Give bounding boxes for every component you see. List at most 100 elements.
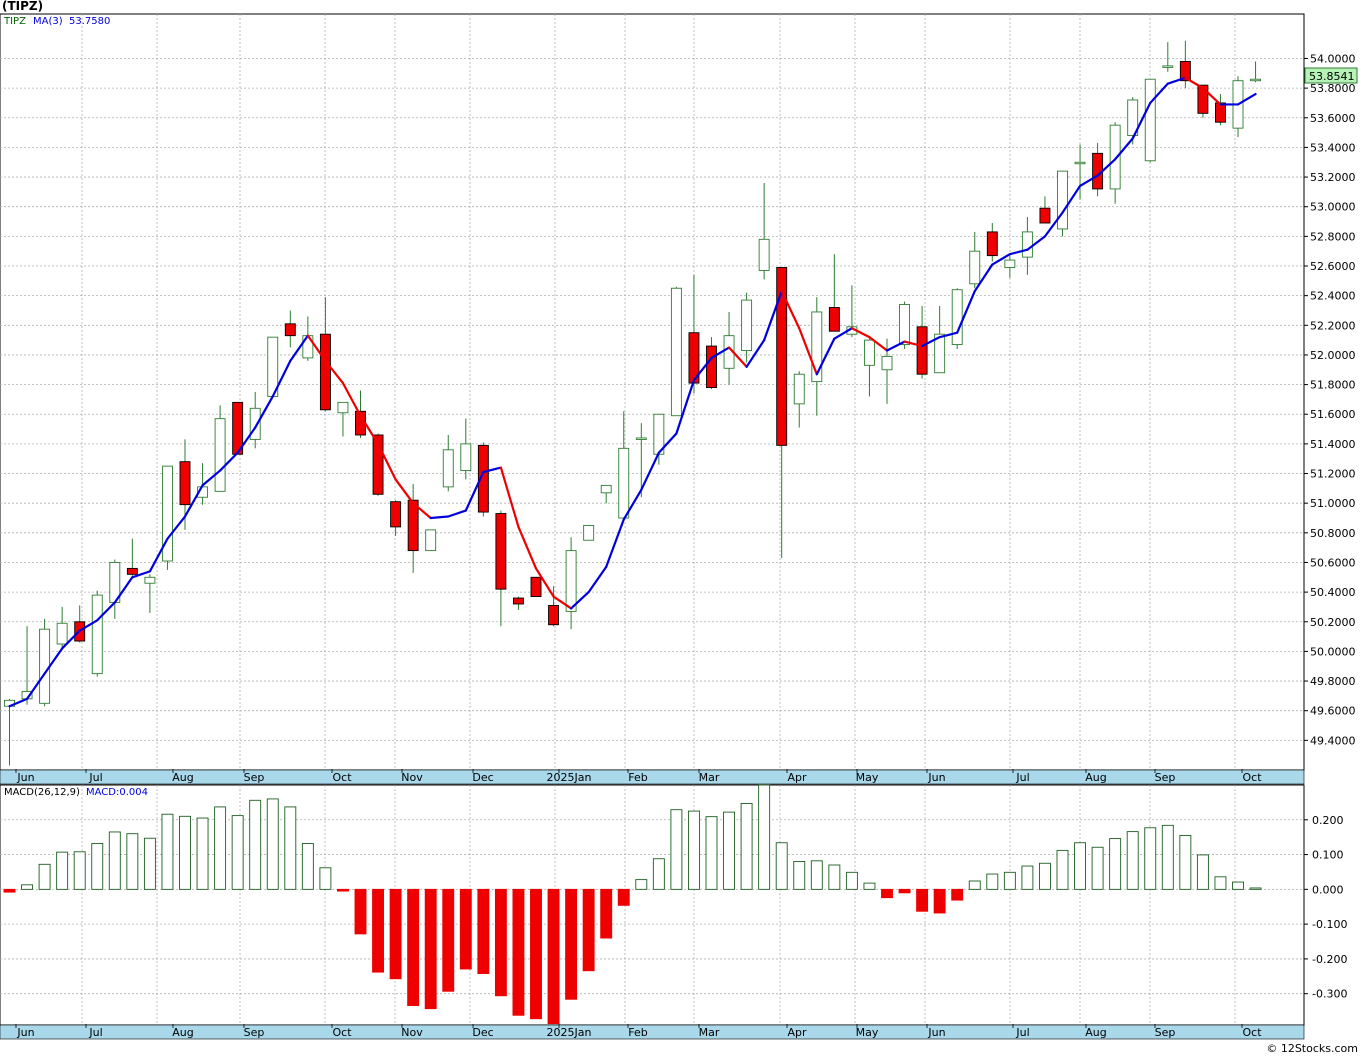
candle: [56, 606, 68, 647]
price-x-axis-strip: [0, 769, 1305, 785]
macd-bar: [723, 811, 735, 890]
candle-body: [600, 484, 612, 494]
macd-grid: [0, 785, 1304, 1025]
candle-body: [1039, 207, 1051, 224]
candle-body: [565, 550, 577, 612]
candle-body: [1144, 78, 1156, 162]
candle: [583, 524, 595, 541]
candle: [161, 465, 173, 570]
macd-bar: [179, 815, 191, 890]
x-tick-label: Aug: [172, 771, 193, 784]
ma-segment: [1114, 137, 1134, 161]
macd-y-axis: 0.200 0.100 0.000 -0.100 -0.200 -0.300: [1304, 814, 1347, 1001]
macd-bar: [1249, 887, 1262, 890]
candle-body: [337, 401, 349, 414]
macd-bar: [494, 888, 507, 997]
macd-bar: [617, 888, 630, 906]
macd-bar: [301, 842, 314, 890]
legend-symbol: TIPZ: [3, 16, 26, 27]
macd-bar: [1003, 871, 1016, 890]
macd-bar: [810, 860, 823, 890]
ma-segment: [8, 697, 29, 708]
price-y-tick-label: 49.6000: [1310, 705, 1356, 718]
candle-body: [1250, 78, 1262, 82]
macd-bar: [881, 888, 893, 899]
macd-bar: [951, 888, 964, 901]
candle-body: [1179, 60, 1191, 82]
price-y-tick-label: 50.4000: [1310, 586, 1356, 599]
candle: [1144, 78, 1156, 163]
x-tick-label: Aug: [172, 1026, 193, 1039]
candle: [635, 423, 647, 498]
ma-segment: [447, 509, 467, 518]
candle: [337, 401, 349, 437]
candle: [214, 405, 226, 492]
candle: [600, 484, 612, 504]
x-tick-label: 2025Jan: [547, 1026, 592, 1039]
x-tick-label: Jul: [88, 771, 102, 784]
ma-segment: [1043, 211, 1064, 238]
macd-bar: [161, 813, 174, 890]
price-panel: 49.4000 49.6000 49.8000 50.0000 50.2000 50.40…: [0, 13, 1358, 785]
x-tick-label: Sep: [1155, 771, 1176, 784]
ma-segment: [552, 595, 573, 610]
candle-body: [811, 311, 823, 383]
ma-segment: [25, 672, 46, 700]
macd-bar: [705, 816, 718, 890]
macd-bar: [600, 888, 613, 939]
price-x-axis: Jun Jul Aug Sep Oct Nov Dec 2025Jan Feb Mar Apr May…: [15, 769, 1262, 784]
x-tick-label: Oct: [332, 771, 352, 784]
macd-bar: [898, 888, 911, 894]
candle: [706, 337, 717, 390]
price-y-tick-label: 49.8000: [1310, 675, 1356, 688]
x-tick-label: Jul: [88, 1026, 102, 1039]
ma-segment: [763, 290, 783, 342]
candle-body: [916, 326, 928, 375]
candle-body: [1004, 259, 1016, 268]
candle: [951, 288, 963, 350]
macd-bar: [688, 810, 700, 890]
macd-panel: 0.200 0.100 0.000 -0.100 -0.200 -0.300 MACD(2…: [0, 784, 1347, 1040]
x-tick-label: Jun: [927, 771, 945, 784]
ma-segment: [745, 339, 766, 368]
x-tick-label: Oct: [332, 1026, 352, 1039]
ma-segment: [692, 356, 713, 382]
price-y-tick-label: 52.4000: [1310, 290, 1356, 303]
candle: [425, 529, 437, 552]
macd-bar: [73, 851, 86, 890]
candle-body: [1162, 65, 1174, 68]
x-tick-label: Sep: [244, 771, 265, 784]
moving-average-line: [8, 76, 1257, 708]
candle: [969, 231, 981, 289]
ma-segment: [727, 346, 748, 368]
macd-y-tick-label: 0.000: [1312, 883, 1344, 896]
macd-bar: [21, 884, 33, 890]
price-y-tick-label: 50.0000: [1310, 645, 1356, 658]
macd-bar: [512, 888, 525, 1016]
price-grid: [0, 14, 1304, 770]
ma-segment: [183, 484, 204, 518]
ma-segment: [956, 290, 976, 334]
candle-body: [951, 289, 963, 346]
price-y-tick-label: 53.0000: [1310, 201, 1356, 214]
candle-body: [986, 231, 998, 257]
candle: [741, 292, 753, 363]
candle-body: [56, 622, 68, 645]
price-legend: TIPZ MA(3) 53.7580: [3, 16, 110, 27]
candle-body: [741, 299, 753, 351]
macd-bar: [582, 888, 595, 972]
candle-body: [513, 597, 524, 605]
macd-bar: [231, 815, 244, 890]
candle: [1197, 84, 1209, 118]
candle-body: [1109, 124, 1121, 190]
ma-segment: [991, 253, 1011, 266]
candle: [477, 442, 489, 517]
macd-bar: [1074, 842, 1087, 890]
macd-bar: [143, 837, 156, 890]
candle: [91, 590, 103, 677]
macd-bar: [547, 888, 560, 1025]
macd-bar: [793, 861, 806, 890]
ma-segment: [903, 340, 924, 348]
candle-body: [758, 238, 770, 271]
macd-bar: [828, 864, 841, 890]
